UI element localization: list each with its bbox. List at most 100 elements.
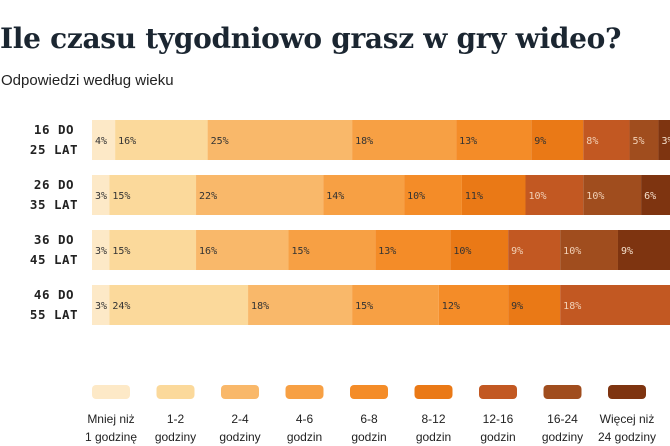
bar-value-label: 5% [633,136,645,147]
bar-segment [617,230,670,270]
legend-label: 8-12 [421,412,445,426]
legend-swatch [221,385,259,399]
legend-swatch [350,385,388,399]
bar-value-label: 18% [355,136,373,147]
bar-segment [92,285,110,325]
bar-value-label: 3% [95,191,107,202]
bar-segment [323,175,405,215]
legend-label: Mniej niż [87,412,134,426]
bar-value-label: 10% [453,246,471,257]
bar-value-label: 8% [586,136,598,147]
legend-label: 12-16 [483,412,514,426]
legend-swatch [608,385,646,399]
legend-label: Więcej niż [600,412,655,426]
legend-label: 4-6 [296,412,314,426]
bar-value-label: 3% [95,246,107,257]
legend-label: 2-4 [231,412,249,426]
legend-label: godziny [155,430,196,444]
row-label: 16 DO [34,122,74,137]
legend-label: 24 godziny [598,430,656,444]
bar-value-label: 15% [112,246,130,257]
bar-value-label: 16% [118,136,136,147]
bar-segment [461,175,526,215]
legend-label: godzin [351,430,386,444]
legend-label: godziny [219,430,260,444]
bar-value-label: 13% [459,136,477,147]
legend-label: 1 godzinę [85,430,137,444]
row-label: 25 LAT [30,142,78,157]
bar-segment [196,175,324,215]
bar-value-label: 22% [199,191,217,202]
legend-swatch [479,385,517,399]
bar-value-label: 15% [292,246,310,257]
bar-segment [629,120,659,160]
bar-segment [248,285,353,325]
bar-segment [583,120,630,160]
row-label: 36 DO [34,232,74,247]
bar-value-label: 18% [251,301,269,312]
bar-segment [92,175,110,215]
chart-title: Ile czasu tygodniowo grasz w gry wideo? [0,22,622,55]
bar-segment [560,230,618,270]
bar-segment [352,120,457,160]
bar-value-label: 9% [511,246,523,257]
chart-subtitle: Odpowiedzi według wieku [1,72,174,89]
bar-segment [583,175,642,215]
bar-segment [109,230,197,270]
bar-value-label: 9% [621,246,633,257]
bar-segment [375,230,451,270]
bar-segment [450,230,509,270]
bar-segment [196,230,289,270]
legend-swatch [285,385,324,399]
bar-value-label: 9% [534,136,546,147]
bar-segment [531,120,584,160]
bar-value-label: 10% [407,191,425,202]
row-label: 35 LAT [30,197,78,212]
bar-segment [115,120,208,160]
legend-label: godziny [542,430,583,444]
legend-label: 16-24 [547,412,578,426]
bar-value-label: 16% [199,246,217,257]
legend-swatch [156,385,195,399]
row-label: 46 DO [34,287,74,302]
bar-value-label: 3% [95,301,107,312]
legend-label: godzin [287,430,322,444]
bar-value-label: 10% [586,191,604,202]
bar-segment [288,230,376,270]
bar-value-label: 9% [511,301,523,312]
bar-value-label: 11% [465,191,483,202]
legend-swatch [414,385,453,399]
bar-value-label: 3% [661,136,670,147]
bar-segment [508,230,561,270]
bar-segment [525,175,584,215]
bar-segment [641,175,670,215]
legend-label: 6-8 [360,412,378,426]
bar-segment [352,285,439,325]
legend-label: 1-2 [167,412,185,426]
bar-segment [508,285,561,325]
bar-value-label: 24% [112,301,130,312]
bar-value-label: 14% [326,191,344,202]
legend-label: godzin [416,430,451,444]
legend-swatch [543,385,582,399]
bar-value-label: 10% [563,246,581,257]
row-label: 26 DO [34,177,74,192]
bar-value-label: 15% [112,191,130,202]
bar-value-label: 6% [644,191,656,202]
bar-value-label: 10% [529,191,547,202]
bar-value-label: 25% [211,136,229,147]
bar-segment [92,120,116,160]
legend-swatch [92,385,130,399]
bar-value-label: 4% [95,136,107,147]
bar-segment [560,285,670,325]
bar-segment [109,285,249,325]
bar-value-label: 15% [355,301,373,312]
bar-segment [207,120,353,160]
bar-segment [109,175,197,215]
row-label: 45 LAT [30,252,78,267]
legend-label: godzin [480,430,515,444]
bar-segment [438,285,509,325]
bar-segment [456,120,532,160]
bar-segment [658,120,670,160]
